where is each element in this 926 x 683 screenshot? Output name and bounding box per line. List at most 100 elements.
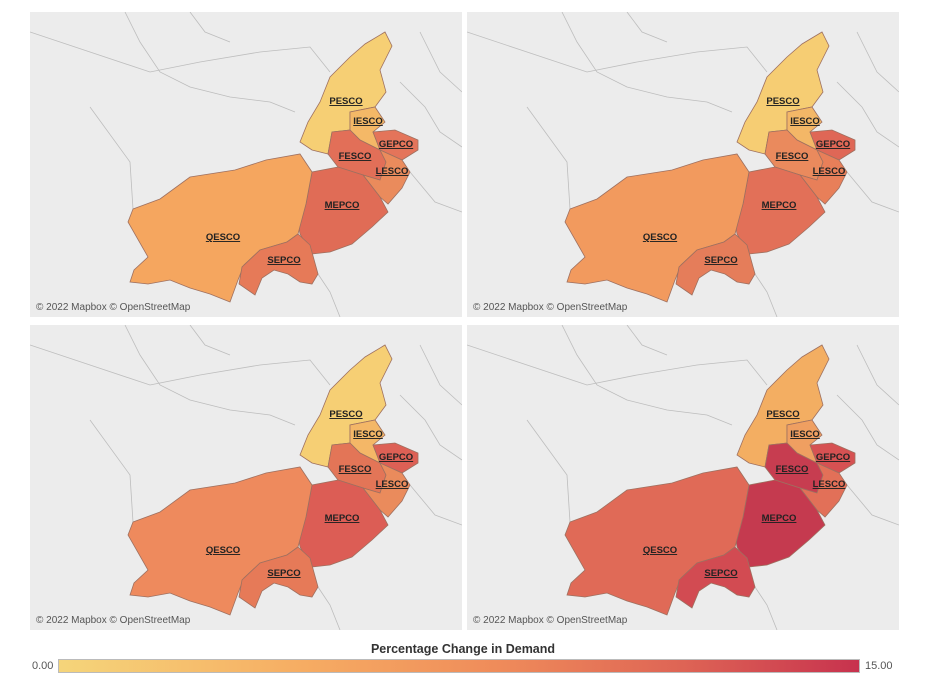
region-label-qesco: QESCO (643, 232, 677, 243)
map-attribution[interactable]: © 2022 Mapbox © OpenStreetMap (473, 615, 628, 626)
country-border (317, 273, 341, 317)
map-attribution[interactable]: © 2022 Mapbox © OpenStreetMap (36, 615, 191, 626)
region-label-pesco: PESCO (329, 96, 362, 107)
country-border (89, 106, 134, 210)
region-label-mepco: MEPCO (325, 200, 360, 211)
country-border (754, 586, 778, 630)
region-label-mepco: MEPCO (762, 513, 797, 524)
region-label-gepco: GEPCO (816, 139, 850, 150)
region-label-iesco: IESCO (353, 429, 383, 440)
country-border (561, 325, 733, 426)
legend-title: Percentage Change in Demand (370, 642, 556, 656)
region-label-fesco: FESCO (339, 151, 372, 162)
region-label-qesco: QESCO (643, 545, 677, 556)
region-mepco[interactable] (734, 166, 826, 255)
map-panel-2[interactable]: PESCO IESCO GEPCO FESCO LESCO MEPCO QESCO SEPCO… (467, 12, 899, 317)
country-border (467, 344, 768, 386)
country-border (561, 12, 733, 113)
region-label-iesco: IESCO (353, 116, 383, 127)
region-qesco[interactable] (127, 466, 313, 616)
region-mepco[interactable] (297, 166, 389, 255)
region-label-mepco: MEPCO (762, 200, 797, 211)
country-border (317, 586, 341, 630)
region-lesco[interactable] (361, 462, 411, 518)
map-panel-1[interactable]: PESCO IESCO GEPCO FESCO LESCO MEPCO QESCO SEPCO… (30, 12, 462, 317)
region-qesco[interactable] (564, 466, 750, 616)
country-border (399, 394, 462, 461)
legend-min-label: 0.00 (32, 660, 54, 672)
country-border (419, 31, 462, 93)
country-border (526, 419, 571, 523)
country-border (836, 394, 899, 461)
country-border (526, 106, 571, 210)
region-sepco[interactable] (238, 233, 319, 296)
country-border (467, 31, 768, 73)
country-border (189, 325, 231, 356)
region-qesco[interactable] (564, 153, 750, 303)
country-border (399, 81, 462, 148)
country-border (626, 12, 668, 43)
country-border (836, 81, 899, 148)
country-border (409, 484, 462, 526)
country-border (124, 12, 296, 113)
country-border (89, 419, 134, 523)
country-border (189, 12, 231, 43)
country-border (856, 344, 899, 406)
map-attribution[interactable]: © 2022 Mapbox © OpenStreetMap (36, 302, 191, 313)
legend-max-label: 15.00 (865, 660, 893, 672)
region-label-lesco: LESCO (376, 479, 409, 490)
region-label-gepco: GEPCO (379, 139, 413, 150)
region-sepco[interactable] (238, 546, 319, 609)
region-label-lesco: LESCO (813, 479, 846, 490)
region-label-fesco: FESCO (776, 464, 809, 475)
map-attribution[interactable]: © 2022 Mapbox © OpenStreetMap (473, 302, 628, 313)
region-label-sepco: SEPCO (704, 255, 737, 266)
region-mepco[interactable] (734, 479, 826, 568)
map-canvas: PESCO IESCO GEPCO FESCO LESCO MEPCO QESCO SEPCO (30, 12, 462, 317)
region-label-iesco: IESCO (790, 429, 820, 440)
country-border (30, 31, 331, 73)
region-label-pesco: PESCO (766, 96, 799, 107)
country-border (124, 325, 296, 426)
country-border (754, 273, 778, 317)
pakistan-regions (127, 31, 419, 303)
region-label-lesco: LESCO (376, 166, 409, 177)
pakistan-regions (564, 31, 856, 303)
country-border (856, 31, 899, 93)
region-label-fesco: FESCO (776, 151, 809, 162)
region-lesco[interactable] (798, 462, 848, 518)
region-label-mepco: MEPCO (325, 513, 360, 524)
pakistan-regions (127, 344, 419, 616)
region-label-qesco: QESCO (206, 545, 240, 556)
region-label-pesco: PESCO (766, 409, 799, 420)
region-label-fesco: FESCO (339, 464, 372, 475)
region-label-pesco: PESCO (329, 409, 362, 420)
map-panel-3[interactable]: PESCO IESCO GEPCO FESCO LESCO MEPCO QESCO SEPCO… (30, 325, 462, 630)
pakistan-regions (564, 344, 856, 616)
map-panel-4[interactable]: PESCO IESCO GEPCO FESCO LESCO MEPCO QESCO SEPCO… (467, 325, 899, 630)
country-border (419, 344, 462, 406)
region-label-sepco: SEPCO (267, 255, 300, 266)
region-mepco[interactable] (297, 479, 389, 568)
region-label-gepco: GEPCO (379, 452, 413, 463)
region-lesco[interactable] (798, 149, 848, 205)
region-label-lesco: LESCO (813, 166, 846, 177)
region-label-sepco: SEPCO (267, 568, 300, 579)
map-canvas: PESCO IESCO GEPCO FESCO LESCO MEPCO QESCO SEPCO (467, 325, 899, 630)
legend-color-ramp (58, 659, 860, 673)
country-border (409, 171, 462, 213)
region-qesco[interactable] (127, 153, 313, 303)
country-border (846, 171, 899, 213)
country-border (846, 484, 899, 526)
region-label-gepco: GEPCO (816, 452, 850, 463)
map-canvas: PESCO IESCO GEPCO FESCO LESCO MEPCO QESCO SEPCO (30, 325, 462, 630)
map-canvas: PESCO IESCO GEPCO FESCO LESCO MEPCO QESCO SEPCO (467, 12, 899, 317)
region-sepco[interactable] (675, 546, 756, 609)
region-label-qesco: QESCO (206, 232, 240, 243)
region-label-iesco: IESCO (790, 116, 820, 127)
region-lesco[interactable] (361, 149, 411, 205)
region-label-sepco: SEPCO (704, 568, 737, 579)
country-border (30, 344, 331, 386)
country-border (626, 325, 668, 356)
region-sepco[interactable] (675, 233, 756, 296)
